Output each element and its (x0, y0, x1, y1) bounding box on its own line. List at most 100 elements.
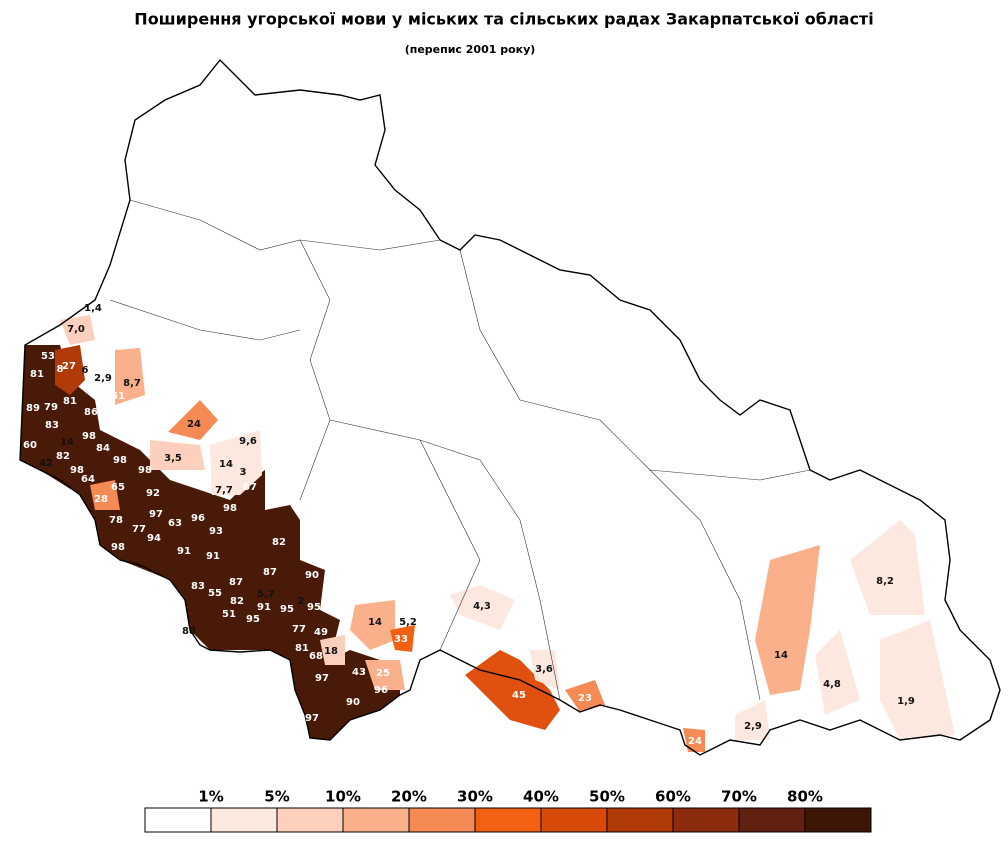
region-label: 98 (113, 455, 127, 466)
region (20, 345, 400, 740)
district-border (459, 249, 761, 701)
legend-swatch (738, 807, 806, 833)
region (115, 348, 145, 405)
region (530, 650, 560, 690)
region-label: 96 (191, 513, 205, 524)
region-label: 64 (81, 474, 95, 485)
region-label: 24 (688, 736, 702, 747)
region (755, 545, 820, 695)
region-label: 91 (257, 602, 271, 613)
region-label: 81 (63, 396, 77, 407)
region (60, 315, 95, 345)
legend-label: 50% (589, 788, 625, 806)
region-label: 51 (111, 391, 125, 402)
region (815, 630, 860, 715)
region (880, 620, 955, 740)
region-label: 86 (84, 407, 98, 418)
legend-swatch (210, 807, 278, 833)
region (350, 600, 395, 650)
region-label: 98 (138, 465, 152, 476)
region (735, 700, 770, 740)
region-label: 14 (60, 437, 74, 448)
region-label: 53 (41, 351, 55, 362)
region-label: 88 (182, 626, 196, 637)
region-label: 7,7 (215, 485, 233, 496)
region-label: 68 (309, 651, 323, 662)
region-label: 65 (111, 482, 125, 493)
legend-swatch (342, 807, 410, 833)
region-label: 90 (305, 570, 319, 581)
region-label: 83 (191, 581, 205, 592)
region (90, 480, 120, 510)
region-label: 91 (206, 551, 220, 562)
region (210, 430, 262, 495)
region-label: 55 (208, 588, 222, 599)
subtitle: (перепис 2001 року) (405, 43, 536, 56)
region (390, 625, 415, 652)
region-label: 9,6 (239, 436, 257, 447)
legend-label: 10% (325, 788, 361, 806)
legend-swatch (276, 807, 344, 833)
region-label: 2 (298, 596, 305, 607)
title: Поширення угорської мови у міських та сі… (134, 10, 873, 29)
region-label: 51 (222, 609, 236, 620)
region-label: 43 (352, 667, 366, 678)
legend: 1% 5% 10% 20% 30% 40% 50% 60% 70% 80% (144, 788, 872, 833)
legend-label: 40% (523, 788, 559, 806)
region-label: 90 (346, 697, 360, 708)
region-label: 89 (26, 403, 40, 414)
regions (19, 58, 1001, 756)
legend-label: 1% (198, 788, 223, 806)
region-label: 8 (57, 364, 64, 375)
region-label: 91 (177, 546, 191, 557)
region-label: 8,7 (123, 378, 141, 389)
region (365, 660, 405, 690)
legend-swatch (672, 807, 740, 833)
legend-swatch (540, 807, 608, 833)
region-label: 2,9 (744, 721, 762, 732)
region-label: 3 (240, 467, 247, 478)
legend-swatch (144, 807, 212, 833)
region-label: 77 (292, 624, 306, 635)
region-label: 98 (223, 503, 237, 514)
legend-label: 80% (787, 788, 823, 806)
region (150, 440, 205, 470)
region-label: 14 (219, 459, 233, 470)
district-border (129, 199, 331, 501)
region-label: 25 (376, 668, 390, 679)
region-label: 95 (307, 602, 321, 613)
region (450, 585, 515, 630)
region-label: 3,6 (535, 664, 553, 675)
region-label: 95 (280, 604, 294, 615)
legend-label: 70% (721, 788, 757, 806)
legend-swatch (408, 807, 476, 833)
legend-label: 20% (391, 788, 427, 806)
region-label: 84 (96, 443, 110, 454)
region-label: 3,5 (164, 453, 182, 464)
region-label: 98 (70, 465, 84, 476)
legend-swatch (474, 807, 542, 833)
legend-swatch (804, 807, 872, 833)
district-border (649, 469, 811, 481)
district-border (329, 419, 561, 701)
region (683, 728, 705, 752)
region (850, 520, 925, 615)
region (320, 635, 345, 665)
region-label: 2,9 (94, 373, 112, 384)
region-label: 67 (243, 482, 257, 493)
legend-label: 30% (457, 788, 493, 806)
region-label: 45 (512, 690, 526, 701)
region-label: 5,2 (399, 617, 417, 628)
region-label: 33 (394, 634, 408, 645)
region (168, 400, 218, 440)
region-label: 8,2 (876, 576, 894, 587)
district-border (109, 299, 301, 341)
oblast-area (20, 60, 1000, 755)
region-label: 4,3 (473, 601, 491, 612)
legend-label: 5% (264, 788, 289, 806)
region-label: 28 (94, 494, 108, 505)
region-label: 60 (23, 440, 37, 451)
region-label: 87 (263, 567, 277, 578)
